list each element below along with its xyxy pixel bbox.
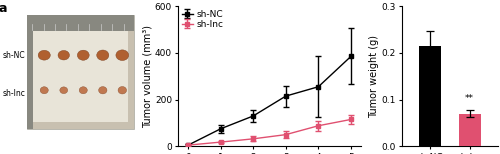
Ellipse shape <box>96 50 109 60</box>
Ellipse shape <box>38 50 50 60</box>
Ellipse shape <box>116 50 128 61</box>
Text: sh-lnc: sh-lnc <box>2 89 26 97</box>
Bar <box>458 114 480 146</box>
Text: **: ** <box>465 94 474 103</box>
Ellipse shape <box>60 87 68 94</box>
Text: sh-NC: sh-NC <box>2 51 25 60</box>
FancyBboxPatch shape <box>34 22 128 122</box>
Bar <box>419 46 441 146</box>
FancyBboxPatch shape <box>26 15 134 31</box>
Ellipse shape <box>79 87 88 94</box>
Y-axis label: Tumor weight (g): Tumor weight (g) <box>368 35 378 118</box>
FancyBboxPatch shape <box>26 15 134 130</box>
Ellipse shape <box>78 50 89 60</box>
Ellipse shape <box>98 87 107 94</box>
Legend: sh-NC, sh-lnc: sh-NC, sh-lnc <box>181 9 224 30</box>
FancyBboxPatch shape <box>26 31 34 130</box>
Y-axis label: Tumor volume (mm³): Tumor volume (mm³) <box>142 25 152 128</box>
Text: a: a <box>0 2 7 15</box>
Ellipse shape <box>40 87 48 94</box>
Ellipse shape <box>58 51 70 60</box>
Ellipse shape <box>118 87 126 94</box>
